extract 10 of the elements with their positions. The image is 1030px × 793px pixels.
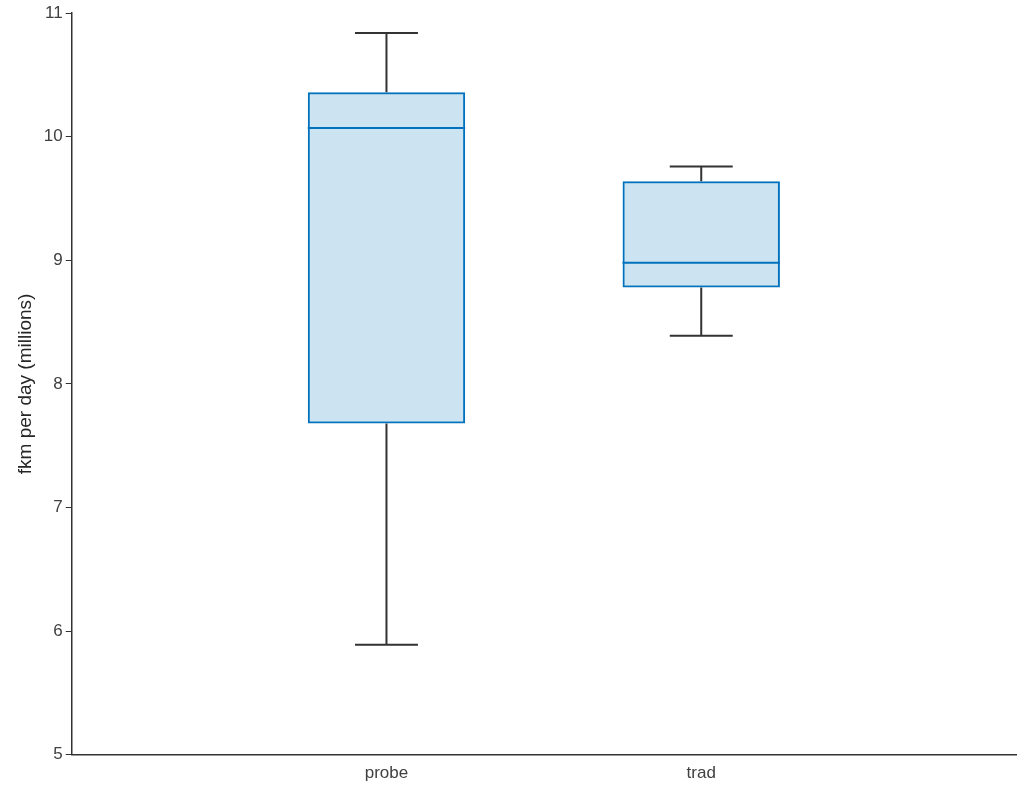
x-tick-label: probe (364, 763, 409, 783)
y-tick-label: 6 (53, 620, 63, 640)
y-tick-label: 7 (53, 497, 63, 517)
y-tick-label: 11 (45, 2, 63, 22)
y-axis-title: fkm per day (millions) (13, 293, 35, 475)
y-tick-label: 9 (53, 250, 63, 270)
y-tick-label: 5 (53, 744, 63, 764)
y-tick-label: 10 (43, 126, 63, 146)
y-tick-label: 8 (53, 373, 63, 393)
x-tick-label: trad (686, 763, 716, 783)
